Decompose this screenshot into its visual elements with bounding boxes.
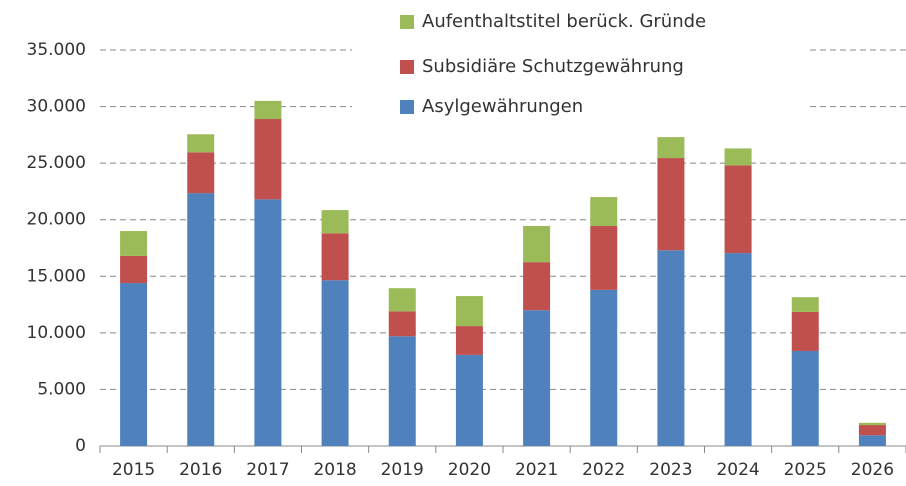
bar-segment: [388, 288, 416, 312]
bar-segment: [187, 134, 215, 153]
x-tick-label: 2016: [179, 460, 222, 480]
y-tick-label: 25.000: [27, 153, 86, 173]
bar-segment: [187, 193, 215, 446]
bar-segment: [254, 100, 282, 120]
bar-segment: [254, 119, 282, 200]
legend-background: [352, 0, 810, 130]
x-tick-label: 2017: [246, 460, 289, 480]
bar-segment: [321, 210, 349, 234]
bar-segment: [388, 311, 416, 337]
x-tick-label: 2021: [515, 460, 558, 480]
bar-segment: [791, 311, 819, 351]
bar-segment: [590, 197, 618, 226]
bar-segment: [321, 280, 349, 446]
x-tick-label: 2023: [649, 460, 692, 480]
y-tick-label: 30.000: [27, 97, 86, 117]
bar-segment: [523, 310, 551, 446]
legend-swatch: [400, 15, 414, 29]
bar-segment: [455, 326, 483, 355]
bar-segment: [523, 262, 551, 311]
bar-segment: [254, 199, 282, 446]
legend-label: Aufenthaltstitel berück. Gründe: [422, 11, 706, 32]
bar-segment: [858, 425, 886, 436]
x-tick-label: 2020: [448, 460, 491, 480]
x-tick-label: 2024: [716, 460, 759, 480]
y-tick-label: 15.000: [27, 266, 86, 286]
y-tick-label: 20.000: [27, 210, 86, 230]
bar-segment: [120, 255, 148, 284]
y-tick-label: 5.000: [37, 379, 86, 399]
bar-segment: [590, 225, 618, 290]
x-tick-label: 2025: [784, 460, 827, 480]
bar-segment: [657, 250, 685, 446]
bar-segment: [120, 283, 148, 446]
x-tick-label: 2015: [112, 460, 155, 480]
bar-segment: [657, 158, 685, 251]
bar-segment: [724, 253, 752, 446]
legend-swatch: [400, 100, 414, 114]
bar-segment: [321, 233, 349, 281]
bar-segment: [724, 148, 752, 166]
bar-segment: [590, 289, 618, 446]
x-tick-label: 2026: [851, 460, 894, 480]
legend: Aufenthaltstitel berück. Gründe Subsidiär…: [352, 0, 810, 130]
bar-segment: [791, 350, 819, 446]
legend-swatch: [400, 60, 414, 74]
bar-segment: [187, 152, 215, 194]
bar-segment: [858, 422, 886, 426]
bar-segment: [455, 354, 483, 446]
y-tick-label: 0: [75, 436, 86, 456]
y-tick-label: 35.000: [27, 40, 86, 60]
bar-segment: [858, 435, 886, 446]
bar-segment: [657, 137, 685, 159]
y-tick-label: 10.000: [27, 323, 86, 343]
x-tick-label: 2019: [381, 460, 424, 480]
bar-segment: [455, 296, 483, 327]
bar-segment: [120, 231, 148, 256]
x-tick-label: 2018: [313, 460, 356, 480]
bar-segment: [724, 165, 752, 254]
x-tick-label: 2022: [582, 460, 625, 480]
legend-label: Asylgewährungen: [422, 96, 583, 117]
bar-segment: [388, 336, 416, 446]
bar-segment: [523, 225, 551, 263]
legend-label: Subsidiäre Schutzgewährung: [422, 56, 684, 77]
bar-segment: [791, 297, 819, 312]
